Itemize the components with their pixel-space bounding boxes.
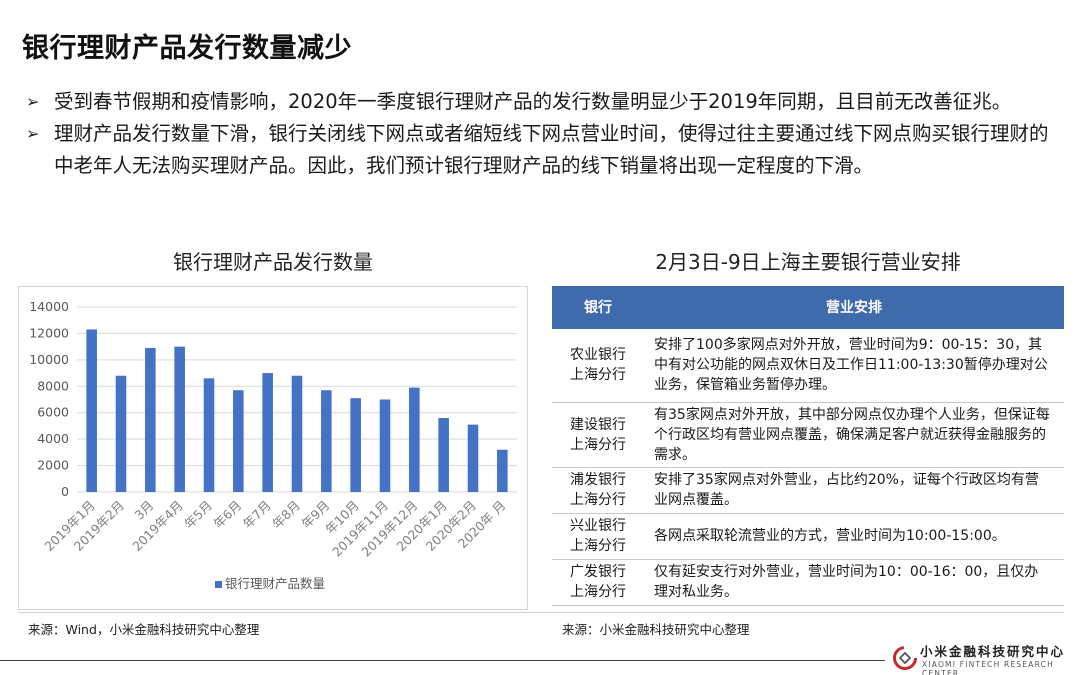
bank-name: 农业银行上海分行	[552, 327, 644, 403]
bar	[86, 329, 97, 492]
y-tick-label: 2000	[37, 458, 69, 473]
y-tick-label: 12000	[29, 325, 69, 340]
page-title: 银行理财产品发行数量减少	[22, 33, 352, 64]
bar	[262, 373, 273, 492]
chart-title: 银行理财产品发行数量	[173, 250, 373, 274]
chart-source: 来源：Wind，小米金融科技研究中心整理	[28, 622, 260, 637]
footer-divider	[0, 660, 885, 661]
bar	[350, 398, 361, 492]
bar	[203, 378, 215, 492]
table-row: 浦发银行上海分行 安排了35家网点对外营业，占比约20%，证每个行政区均有营业网…	[552, 467, 1064, 514]
header-bank: 银行	[552, 286, 644, 328]
bar	[174, 346, 185, 492]
y-tick-label: 4000	[37, 431, 69, 446]
bar	[115, 375, 127, 492]
bar	[379, 399, 391, 492]
bar	[233, 390, 244, 492]
bank-name: 建设银行上海分行	[552, 402, 644, 468]
bar	[291, 375, 303, 492]
bar	[497, 449, 508, 492]
bar	[438, 418, 449, 492]
schedule-text: 安排了35家网点对外营业，占比约20%，证每个行政区均有营业网点覆盖。	[644, 467, 1064, 514]
y-tick-label: 8000	[37, 378, 69, 393]
schedule-text: 仅有延安支行对外营业，营业时间为10：00-16：00，且仅办理对私业务。	[644, 559, 1064, 606]
bar	[145, 347, 156, 492]
legend-label: 银行理财产品数量	[225, 576, 325, 591]
divider	[18, 612, 1064, 613]
bullet-text: 受到春节假期和疫情影响，2020年一季度银行理财产品的发行数量明显少于2019年…	[54, 90, 1012, 113]
bar	[467, 424, 479, 492]
schedule-text: 安排了100多家网点对外开放，营业时间为9：00-15：30，其中有对公功能的网…	[644, 327, 1064, 403]
arrow-bullet-icon: ➢	[26, 92, 40, 111]
y-tick-label: 6000	[37, 405, 69, 420]
bank-name: 浦发银行上海分行	[552, 467, 644, 514]
table-row: 建设银行上海分行 有35家网点对外开放，其中部分网点仅办理个人业务，但保证每个行…	[552, 402, 1064, 468]
arrow-bullet-icon: ➢	[26, 124, 40, 143]
bank-name: 兴业银行上海分行	[552, 513, 644, 560]
table-row: 兴业银行上海分行 各网点采取轮流营业的方式，营业时间为10:00-15:00。	[552, 513, 1064, 560]
table-header-row: 银行 营业安排	[552, 286, 1064, 328]
bullet-item: ➢ 受到春节假期和疫情影响，2020年一季度银行理财产品的发行数量明显少于201…	[26, 86, 1056, 118]
legend-swatch	[215, 581, 222, 588]
table-source: 来源：小米金融科技研究中心整理	[562, 622, 750, 637]
y-tick-label: 0	[61, 484, 69, 499]
table-row: 广发银行上海分行 仅有延安支行对外营业，营业时间为10：00-16：00，且仅办…	[552, 559, 1064, 606]
bar-chart: 020004000600080001000012000140002019年1月2…	[29, 299, 517, 591]
bar	[321, 390, 332, 492]
y-tick-label: 14000	[29, 299, 69, 314]
x-tick-label: 年8月	[269, 498, 303, 532]
xiaomi-fintech-logo-icon	[893, 646, 917, 670]
x-tick-label: 年6月	[211, 498, 245, 532]
chart-container: 0 2000 4000 6000 8000 10000 12000 14000 2019年1月 2…	[18, 286, 528, 610]
bullet-item: ➢ 理财产品发行数量下滑，银行关闭线下网点或者缩短线下网点营业时间，使得过往主要…	[26, 118, 1056, 182]
schedule-text: 各网点采取轮流营业的方式，营业时间为10:00-15:00。	[644, 513, 1064, 560]
bar	[409, 387, 420, 492]
schedule-table: 银行 营业安排 农业银行上海分行 安排了100多家网点对外开放，营业时间为9：0…	[552, 286, 1064, 606]
bank-name: 广发银行上海分行	[552, 559, 644, 606]
bullet-text: 理财产品发行数量下滑，银行关闭线下网点或者缩短线下网点营业时间，使得过往主要通过…	[54, 122, 1049, 177]
logo-name-en: XIAOMI FINTECH RESEARCH CENTER	[922, 660, 1054, 675]
x-tick-label: 年5月	[181, 498, 215, 532]
table-title: 2月3日-9日上海主要银行营业安排	[655, 250, 961, 274]
logo-name-cn: 小米金融科技研究中心	[920, 644, 1066, 659]
x-tick-label: 年7月	[240, 498, 274, 532]
y-tick-label: 10000	[29, 352, 69, 367]
table-row: 农业银行上海分行 安排了100多家网点对外开放，营业时间为9：00-15：30，…	[552, 327, 1064, 403]
brand-logo: 小米金融科技研究中心 XIAOMI FINTECH RESEARCH CENTE…	[890, 641, 1080, 675]
schedule-text: 有35家网点对外开放，其中部分网点仅办理个人业务，但保证每个行政区均有营业网点覆…	[644, 402, 1064, 468]
bullet-list: ➢ 受到春节假期和疫情影响，2020年一季度银行理财产品的发行数量明显少于201…	[26, 86, 1056, 182]
header-schedule: 营业安排	[644, 286, 1064, 328]
